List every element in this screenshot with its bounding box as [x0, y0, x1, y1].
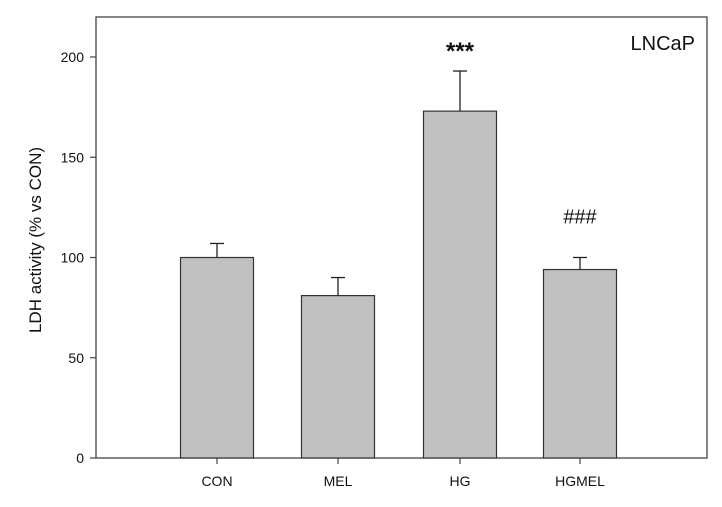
bars: *** ### [179, 38, 618, 459]
x-tick-label: MEL [324, 473, 353, 489]
bar-hg: *** [422, 38, 498, 459]
bar-rect [300, 294, 376, 459]
bar-rect [542, 268, 618, 459]
y-tick-label: 200 [61, 49, 85, 65]
plot-frame [95, 16, 708, 459]
y-axis-title: LDH activity (% vs CON) [26, 147, 45, 333]
bar-mel [300, 276, 376, 459]
y-tick-label: 50 [68, 350, 84, 366]
bar-hgmel: ### [542, 207, 618, 459]
x-axis: CON MEL HG HGMEL [201, 458, 605, 489]
y-tick-label: 100 [61, 250, 85, 266]
x-tick-label: HGMEL [555, 473, 605, 489]
y-tick-label: 150 [61, 149, 85, 165]
bar-con [179, 242, 255, 459]
x-tick-label: CON [201, 473, 232, 489]
y-axis: 0 50 100 150 200 [61, 49, 96, 466]
bar-rect [179, 256, 255, 459]
panel-label: LNCaP [631, 33, 695, 55]
significance-annotation: *** [446, 38, 475, 65]
x-tick-label: HG [450, 473, 471, 489]
significance-annotation: ### [563, 207, 597, 229]
y-tick-label: 0 [76, 450, 84, 466]
bar-rect [422, 110, 498, 459]
